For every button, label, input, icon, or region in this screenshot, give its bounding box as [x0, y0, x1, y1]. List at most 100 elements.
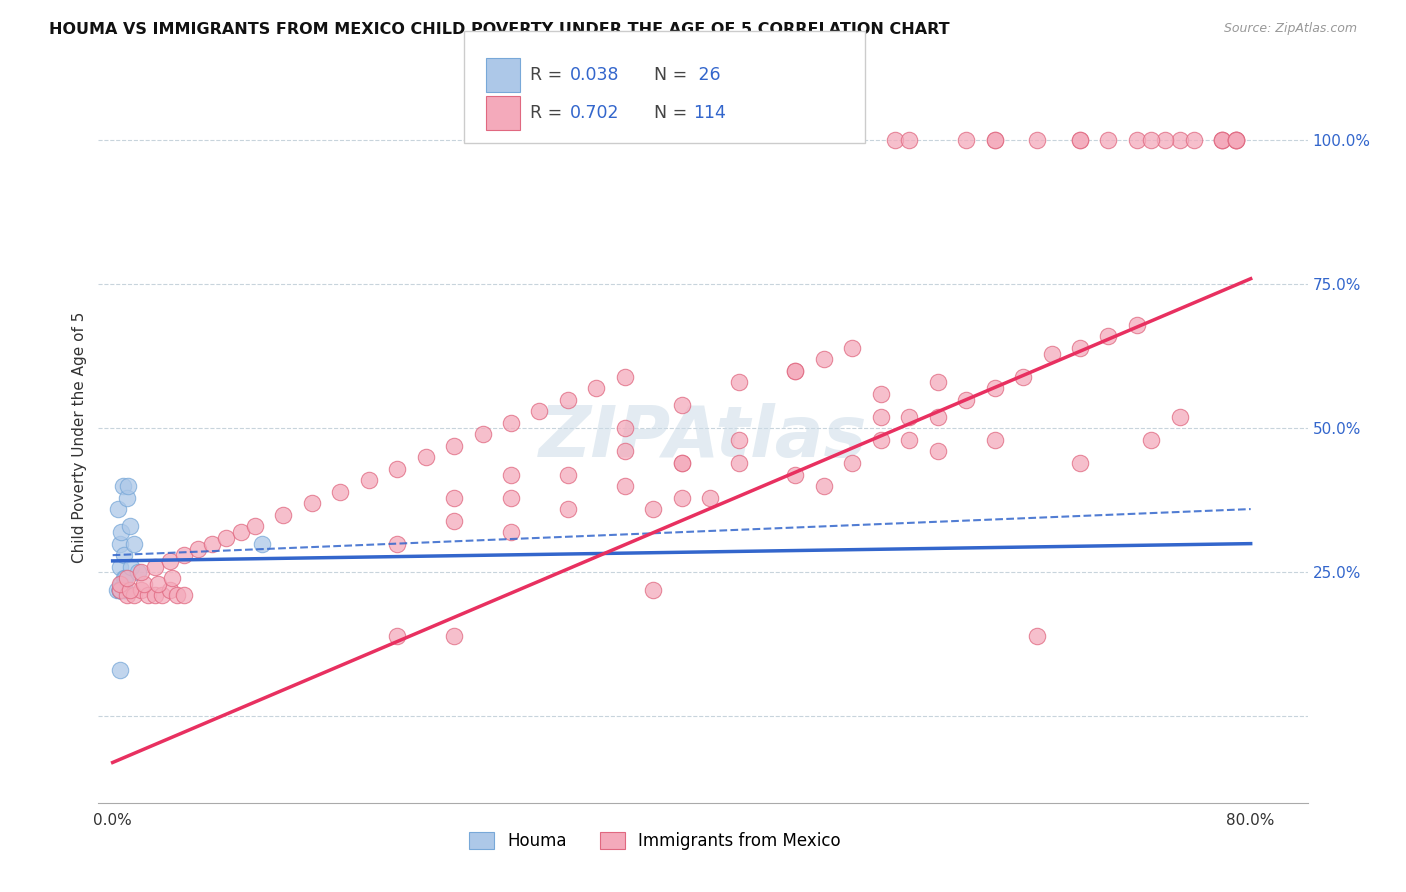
Point [471, 427, 494, 442]
Point [671, 456, 693, 470]
Point [955, 133, 977, 147]
Point [152, 589, 174, 603]
Point [114, 582, 136, 597]
Point [1069, 133, 1091, 147]
Point [108, 582, 131, 597]
Text: R =: R = [530, 66, 568, 84]
Point [1097, 329, 1119, 343]
Point [443, 491, 465, 505]
Point [785, 467, 807, 482]
Point [1069, 341, 1091, 355]
Point [613, 444, 636, 458]
Point [136, 589, 159, 603]
Point [112, 582, 135, 597]
Point [166, 589, 188, 603]
Point [869, 433, 891, 447]
Text: HOUMA VS IMMIGRANTS FROM MEXICO CHILD POVERTY UNDER THE AGE OF 5 CORRELATION CHA: HOUMA VS IMMIGRANTS FROM MEXICO CHILD PO… [49, 22, 950, 37]
Point [122, 589, 145, 603]
Point [115, 491, 138, 505]
Point [112, 548, 135, 562]
Point [110, 577, 132, 591]
Point [385, 536, 408, 550]
Point [108, 577, 131, 591]
Point [813, 479, 835, 493]
Point [122, 536, 145, 550]
Point [898, 409, 921, 424]
Point [499, 467, 522, 482]
Point [671, 491, 693, 505]
Point [643, 502, 665, 516]
Text: N =: N = [654, 66, 693, 84]
Point [127, 566, 149, 580]
Point [107, 502, 129, 516]
Point [1126, 318, 1149, 332]
Point [105, 582, 128, 597]
Y-axis label: Child Poverty Under the Age of 5: Child Poverty Under the Age of 5 [72, 311, 87, 563]
Point [671, 398, 693, 412]
Point [557, 502, 579, 516]
Text: R =: R = [530, 103, 568, 121]
Point [1140, 433, 1163, 447]
Point [117, 479, 139, 493]
Point [643, 582, 665, 597]
Point [727, 456, 749, 470]
Point [129, 582, 152, 597]
Point [613, 479, 636, 493]
Point [112, 571, 135, 585]
Point [443, 514, 465, 528]
Point [1154, 133, 1177, 147]
Point [1211, 133, 1233, 147]
Point [1225, 133, 1247, 147]
Point [1182, 133, 1205, 147]
Point [120, 559, 142, 574]
Point [108, 559, 131, 574]
Point [1225, 133, 1247, 147]
Point [1211, 133, 1233, 147]
Point [1069, 133, 1091, 147]
Point [1069, 456, 1091, 470]
Point [108, 582, 131, 597]
Point [727, 433, 749, 447]
Point [132, 577, 155, 591]
Point [108, 663, 131, 677]
Point [785, 364, 807, 378]
Point [983, 381, 1005, 395]
Point [557, 467, 579, 482]
Text: Source: ZipAtlas.com: Source: ZipAtlas.com [1223, 22, 1357, 36]
Point [146, 577, 169, 591]
Point [250, 536, 273, 550]
Point [927, 409, 949, 424]
Point [443, 439, 465, 453]
Point [499, 525, 522, 540]
Legend: Houma, Immigrants from Mexico: Houma, Immigrants from Mexico [463, 825, 848, 856]
Point [898, 133, 921, 147]
Point [357, 473, 380, 487]
Point [869, 387, 891, 401]
Point [1097, 133, 1119, 147]
Point [898, 433, 921, 447]
Point [159, 582, 181, 597]
Point [955, 392, 977, 407]
Point [869, 409, 891, 424]
Point [108, 582, 131, 597]
Point [173, 548, 195, 562]
Point [187, 542, 209, 557]
Text: 0.702: 0.702 [569, 103, 619, 121]
Point [983, 133, 1005, 147]
Point [229, 525, 252, 540]
Text: 26: 26 [693, 66, 721, 84]
Point [983, 433, 1005, 447]
Text: N =: N = [654, 103, 693, 121]
Point [443, 629, 465, 643]
Point [108, 582, 131, 597]
Point [1225, 133, 1247, 147]
Point [585, 381, 607, 395]
Point [243, 519, 266, 533]
Point [1026, 133, 1049, 147]
Text: ZIPAtlas: ZIPAtlas [538, 402, 868, 472]
Point [159, 554, 181, 568]
Point [108, 582, 131, 597]
Point [108, 536, 131, 550]
Point [173, 589, 195, 603]
Point [108, 582, 131, 597]
